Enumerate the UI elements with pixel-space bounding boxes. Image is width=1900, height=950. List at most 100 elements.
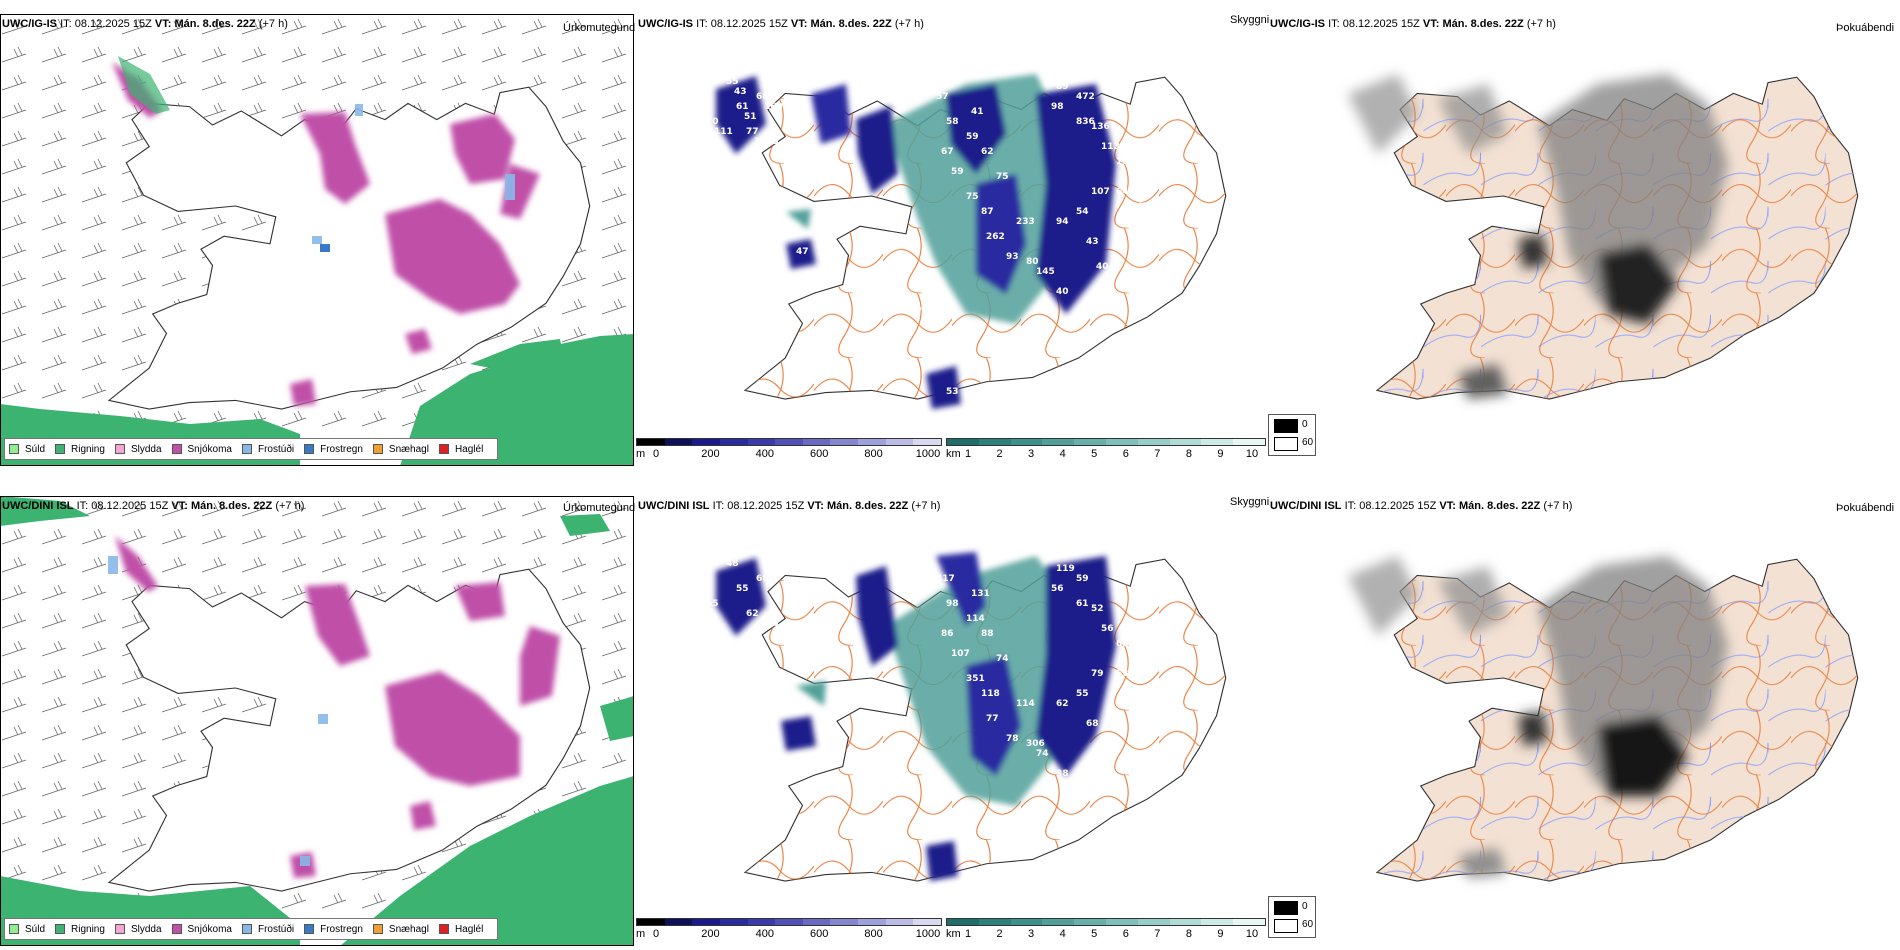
- cloud-base-label: 98: [1051, 102, 1064, 112]
- colorbar-tick: 400: [755, 448, 774, 460]
- cloud-base-label: 65: [706, 599, 719, 609]
- km-colorbar-top: km 1 2 3 4 5 6 7 8 9 10: [946, 438, 1266, 462]
- cloud-base-label: 107: [951, 649, 970, 659]
- legend-item: Snæhagl: [372, 443, 429, 455]
- cloud-base-label: 65: [1141, 212, 1154, 222]
- fog-legend-swatch: [1274, 437, 1298, 451]
- cloud-base-label: 83: [1126, 684, 1139, 694]
- cloud-base-label: 87: [981, 207, 994, 217]
- precip-legend-bottom: Súld Rigning Slydda Snjókoma Frostúði Frostre…: [4, 918, 499, 940]
- cloud-base-label: 80: [1026, 257, 1039, 267]
- cloud-base-label: 56: [1101, 624, 1114, 634]
- colorbar-tick: 200: [701, 448, 720, 460]
- legend-label: Súld: [25, 923, 46, 935]
- fog-title-top: UWC/IG-IS IT: 08.12.2025 15Z VT: Mán. 8.…: [1270, 18, 1556, 30]
- cloud-base-label: 75: [966, 192, 979, 202]
- colorbar-unit: m: [636, 928, 646, 940]
- cloud-base-label: 131: [971, 589, 990, 599]
- cloud-base-label: 77: [986, 714, 999, 724]
- cloud-base-label: 62: [981, 147, 994, 157]
- legend-label: Snjókoma: [187, 923, 232, 935]
- fog-legend-swatch: [1274, 419, 1298, 433]
- precip-panel-bottom: Súld Rigning Slydda Snjókoma Frostúði Frostre…: [0, 496, 634, 946]
- colorbar-tick: 800: [864, 928, 883, 940]
- colorbar-tick: 1000: [915, 928, 941, 940]
- colorbar-unit: km: [946, 448, 961, 460]
- fog-map-bottom: [1348, 556, 1859, 882]
- fog-legend-label: 0: [1302, 901, 1308, 912]
- legend-label: Frostúði: [257, 443, 295, 455]
- colorbar-tick: 6: [1122, 928, 1129, 940]
- cloud-base-label: 145: [1036, 267, 1055, 277]
- fog-legend-swatch: [1274, 901, 1298, 915]
- cloud-base-label: 86: [941, 629, 954, 639]
- colorbar-tick: 0: [652, 928, 660, 940]
- cloud-base-label: 472: [1076, 92, 1095, 102]
- legend-swatch: [114, 444, 125, 454]
- cloud-base-label: 78: [1006, 734, 1019, 744]
- colorbar-tick: 7: [1154, 928, 1161, 940]
- legend-item: Frostúði: [241, 924, 294, 935]
- cloud-base-label: 56: [1096, 744, 1109, 754]
- cloud-base-label: 40: [1056, 287, 1069, 297]
- colorbar-tick: 8: [1185, 448, 1192, 460]
- fog-map-top: [1348, 74, 1859, 400]
- legend-swatch: [9, 924, 19, 934]
- cloud-base-label: 59: [836, 357, 849, 367]
- legend-label: Slydda: [130, 443, 162, 455]
- cloud-base-label: 61: [1076, 599, 1089, 609]
- legend-item: Frostregn: [304, 444, 363, 455]
- cloud-base-label: 64: [1116, 187, 1129, 197]
- colorbar-tick: 1: [964, 928, 972, 940]
- legend-item: Rigning: [55, 444, 105, 455]
- legend-item: Frostregn: [304, 924, 363, 935]
- cloud-base-label: 306: [1026, 739, 1045, 749]
- cloud-base-label: 55: [726, 77, 739, 87]
- legend-label: Snjókoma: [187, 443, 232, 455]
- cloud-base-label: 48: [726, 559, 739, 569]
- legend-swatch: [372, 444, 383, 454]
- colorbar-strip: [946, 918, 1266, 926]
- visibility-title-bottom: UWC/DINI ISL IT: 08.12.2025 15Z VT: Mán.…: [638, 500, 941, 512]
- colorbar-tick: 10: [1245, 448, 1259, 460]
- cloud-base-label: 76: [916, 307, 929, 317]
- legend-label: Snæhagl: [388, 443, 429, 455]
- precip-type-label-top: Úrkomutegund: [563, 22, 636, 34]
- colorbar-tick: 6: [1122, 448, 1129, 460]
- colorbar-tick: 5: [1091, 928, 1098, 940]
- legend-swatch: [241, 444, 252, 454]
- km-colorbar-bottom: km 1 2 3 4 5 6 7 8 9 10: [946, 918, 1266, 942]
- colorbar-strip: [636, 438, 942, 446]
- cloud-base-label: 113: [1101, 142, 1120, 152]
- legend-label: Snæhagl: [388, 923, 429, 935]
- colorbar-tick: 2: [996, 448, 1003, 460]
- cloud-base-label: 206: [1136, 177, 1155, 187]
- legend-label: Súld: [25, 443, 46, 455]
- cloud-base-label: 116: [786, 589, 805, 599]
- colorbar-tick: 2: [996, 928, 1003, 940]
- legend-swatch: [438, 924, 449, 934]
- cloud-base-label: 70: [706, 117, 719, 127]
- cloud-base-label: 119: [1056, 564, 1075, 574]
- fog-label-top: Þokuábendi: [1836, 22, 1895, 34]
- visibility-map-top: 5561687077889757584159675962758775233262…: [706, 74, 1227, 409]
- cloud-base-label: 55: [1076, 689, 1089, 699]
- cloud-base-label: 32: [1126, 157, 1139, 167]
- cloud-base-label: 94: [1056, 217, 1069, 227]
- legend-label: Rigning: [71, 443, 105, 455]
- colorbar-strip: [946, 438, 1266, 446]
- cloud-base-label: 59: [951, 167, 964, 177]
- colorbar-tick: 9: [1217, 928, 1224, 940]
- colorbar-unit: km: [946, 928, 961, 940]
- cloud-base-label: 38: [1056, 769, 1069, 779]
- precip-map-top: [0, 14, 634, 466]
- colorbar-tick: 4: [1059, 928, 1066, 940]
- cloud-base-label: 89: [1056, 82, 1069, 92]
- cloud-base-label: 53: [946, 387, 959, 397]
- cloud-base-label: 56: [1051, 584, 1064, 594]
- cloud-base-label: 43: [1086, 237, 1099, 247]
- cloud-base-label: 68: [756, 574, 769, 584]
- cloud-base-label: 47: [796, 247, 809, 257]
- precip-map-bottom: [0, 496, 634, 946]
- cloud-base-label: 93: [1006, 252, 1019, 262]
